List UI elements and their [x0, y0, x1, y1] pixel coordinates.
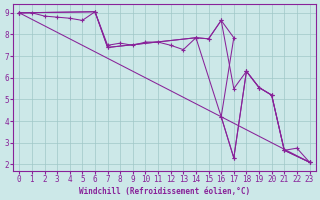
X-axis label: Windchill (Refroidissement éolien,°C): Windchill (Refroidissement éolien,°C)	[79, 187, 250, 196]
